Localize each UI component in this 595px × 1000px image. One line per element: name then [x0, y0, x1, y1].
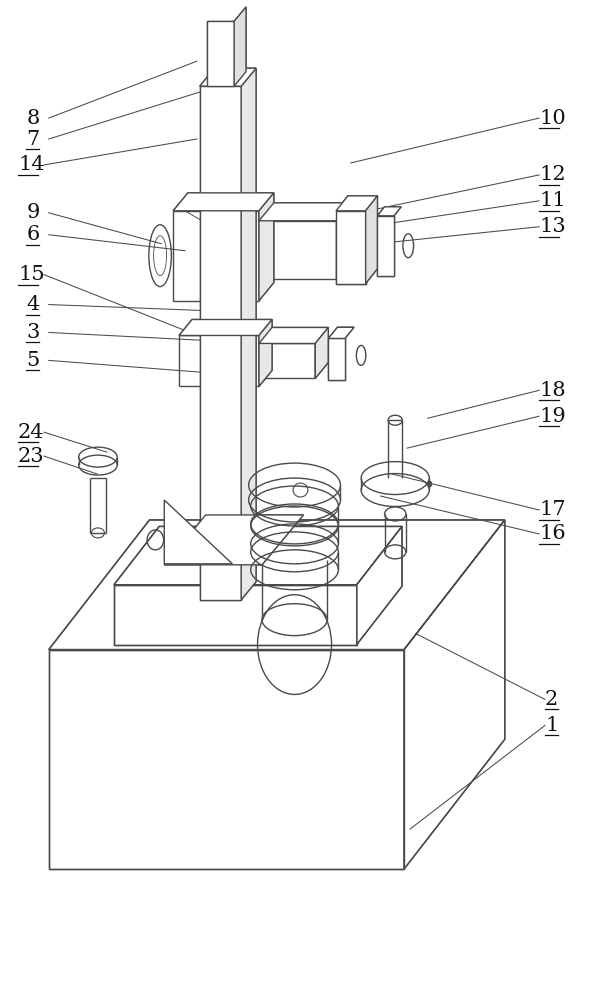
Text: 18: 18 — [539, 381, 566, 400]
Polygon shape — [114, 526, 402, 585]
Polygon shape — [259, 327, 328, 343]
Text: 8: 8 — [26, 109, 39, 128]
Text: 3: 3 — [26, 323, 40, 342]
Polygon shape — [259, 193, 274, 301]
Polygon shape — [200, 68, 256, 86]
Text: 2: 2 — [545, 690, 558, 709]
Polygon shape — [315, 327, 328, 378]
Polygon shape — [49, 650, 404, 869]
Polygon shape — [200, 86, 241, 600]
Text: 1: 1 — [545, 716, 559, 735]
Text: 23: 23 — [18, 447, 45, 466]
Text: 19: 19 — [539, 407, 566, 426]
Text: 5: 5 — [26, 351, 39, 370]
Polygon shape — [49, 520, 505, 650]
Text: 6: 6 — [26, 225, 39, 244]
Text: 16: 16 — [539, 524, 566, 543]
Polygon shape — [404, 520, 505, 869]
Polygon shape — [173, 193, 274, 211]
Text: 10: 10 — [539, 109, 566, 128]
Polygon shape — [377, 207, 401, 216]
Text: 12: 12 — [539, 165, 566, 184]
Text: 7: 7 — [26, 130, 39, 149]
Polygon shape — [164, 515, 303, 565]
Polygon shape — [377, 216, 394, 276]
Polygon shape — [208, 21, 234, 86]
Polygon shape — [241, 68, 256, 600]
Polygon shape — [259, 320, 272, 386]
Text: 13: 13 — [539, 217, 566, 236]
Text: 14: 14 — [18, 155, 45, 174]
Polygon shape — [114, 585, 357, 645]
Text: 15: 15 — [18, 265, 45, 284]
Polygon shape — [259, 203, 351, 221]
Polygon shape — [328, 338, 345, 380]
Polygon shape — [164, 500, 233, 564]
Polygon shape — [328, 327, 354, 338]
Text: 9: 9 — [26, 203, 40, 222]
Polygon shape — [179, 320, 272, 335]
Ellipse shape — [427, 481, 432, 487]
Text: 24: 24 — [18, 423, 45, 442]
Text: 17: 17 — [539, 500, 566, 519]
Polygon shape — [336, 196, 377, 211]
Text: 11: 11 — [539, 191, 566, 210]
Text: 4: 4 — [26, 295, 39, 314]
Polygon shape — [365, 196, 377, 284]
Polygon shape — [234, 7, 246, 86]
Polygon shape — [357, 526, 402, 645]
Polygon shape — [336, 211, 365, 284]
